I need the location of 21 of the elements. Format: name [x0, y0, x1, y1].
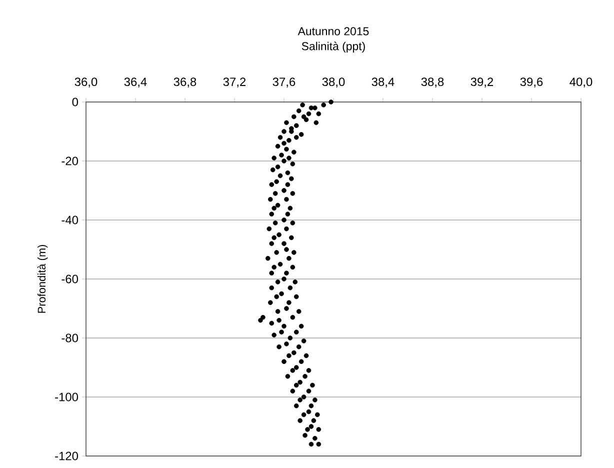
- y-tick-label: -40: [62, 216, 78, 224]
- x-axis-title: Salinità (ppt): [302, 42, 365, 52]
- x-tick-label: 37,2: [223, 78, 246, 88]
- x-tick-label: 39,6: [520, 78, 543, 88]
- y-tick-label: -120: [55, 452, 78, 460]
- x-tick-label: 37,6: [272, 78, 296, 88]
- x-tick-label: 38,0: [322, 78, 345, 88]
- x-tick-label: 39,2: [470, 78, 494, 88]
- x-tick-label: 38,4: [372, 78, 394, 88]
- x-tick-label: 40,0: [570, 78, 592, 88]
- x-tick-label: 38,8: [421, 78, 444, 88]
- y-tick-label: -80: [62, 334, 78, 342]
- y-tick-label: -100: [55, 392, 78, 402]
- y-tick-label: 0: [72, 98, 78, 106]
- y-tick-label: -20: [62, 156, 78, 166]
- y-tick-label: -60: [62, 274, 78, 284]
- x-tick-label: 36,4: [124, 78, 147, 88]
- chart-title: Autunno 2015: [298, 27, 369, 36]
- y-axis-title: Profondità (m): [37, 244, 48, 313]
- x-tick-label: 36,0: [74, 78, 98, 88]
- x-tick-label: 36,8: [174, 78, 196, 88]
